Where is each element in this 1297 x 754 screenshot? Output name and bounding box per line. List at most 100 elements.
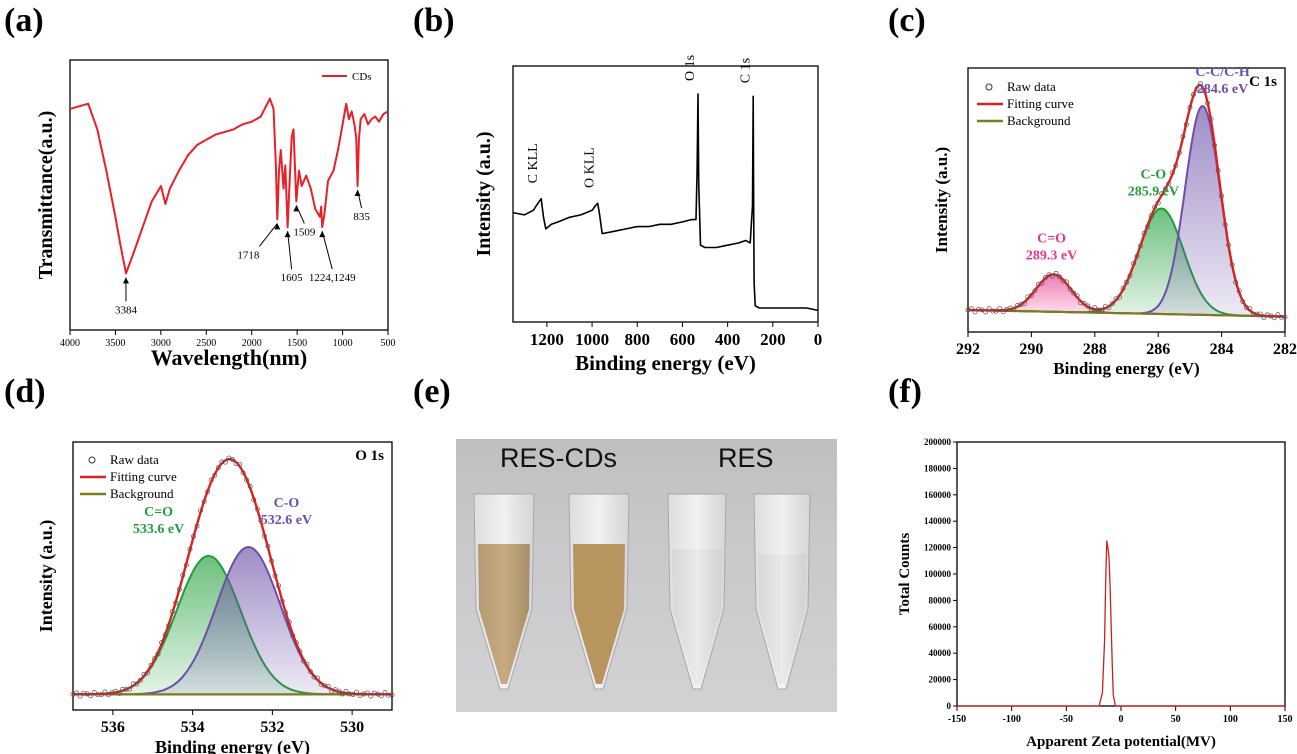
x-tick-label: 1200	[530, 330, 564, 349]
raw-data-point	[137, 677, 143, 683]
x-tick-label: 2500	[196, 338, 216, 349]
raw-data-point	[1198, 81, 1203, 86]
y-tick-label: 160000	[924, 490, 952, 500]
raw-data-point	[1141, 230, 1147, 236]
raw-data-point	[1021, 300, 1027, 306]
raw-data-point	[205, 489, 211, 495]
raw-data-point	[1109, 301, 1115, 306]
x-tick-label: 600	[670, 330, 696, 349]
raw-data-point	[1271, 315, 1277, 321]
raw-data-point	[276, 583, 282, 589]
y-axis-label: Intensity (a.u.)	[932, 147, 951, 253]
raw-data-point	[1088, 307, 1094, 313]
raw-data-point	[1226, 242, 1232, 248]
x-tick-label: 200	[760, 330, 786, 349]
raw-data-point	[1176, 150, 1182, 156]
raw-data-point	[990, 308, 996, 314]
raw-data-point	[1219, 193, 1225, 199]
raw-data-point	[1095, 307, 1101, 313]
raw-data-point	[1071, 290, 1077, 296]
x-tick-label: 288	[1083, 341, 1107, 358]
annotation-arrowhead	[293, 205, 300, 212]
x-tick-label: 292	[956, 341, 980, 358]
x-axis-label: Apparent Zeta potential(MV)	[1026, 734, 1216, 750]
raw-data-point	[1275, 312, 1281, 318]
raw-data-point	[88, 693, 94, 699]
raw-data-point	[1053, 270, 1059, 276]
raw-data-point	[173, 600, 179, 606]
fitting-curve	[968, 83, 1285, 318]
raw-data-point	[386, 692, 391, 698]
x-tick-label: 400	[715, 330, 741, 349]
peak-annotation: C KLL	[526, 143, 541, 183]
raw-data-point	[1081, 300, 1087, 306]
raw-data-point	[176, 587, 182, 592]
raw-data-point	[1264, 312, 1270, 318]
raw-data-point	[361, 691, 367, 697]
y-tick-label: 80000	[929, 595, 952, 605]
raw-data-point	[201, 499, 207, 504]
xps-survey-chart: 1200 1000 800 600 400 200 0 Binding energy (eV)…	[473, 55, 822, 375]
raw-data-point	[1169, 170, 1175, 176]
raw-data-point	[159, 639, 165, 645]
raw-data-point	[1180, 134, 1186, 140]
raw-data-point	[1028, 293, 1034, 299]
raw-data-point	[1145, 224, 1151, 230]
legend-label-bg: Background	[110, 486, 174, 501]
x-axis-label: Binding energy (eV)	[1053, 359, 1199, 378]
raw-data-point	[997, 306, 1003, 312]
raw-data-point	[1092, 305, 1098, 311]
raw-data-point	[1152, 204, 1158, 210]
raw-data-point	[1187, 104, 1193, 110]
x-tick-label: 0	[1119, 714, 1124, 725]
raw-data-point	[77, 693, 83, 699]
zeta-potential-chart: -150 -100 -50 0 50 100 150 0 20000 40000 60000 8000…	[897, 437, 1293, 750]
raw-data-point	[1236, 288, 1242, 294]
raw-data-point	[1282, 314, 1288, 320]
raw-data-point	[105, 692, 111, 698]
raw-data-point	[1190, 92, 1196, 98]
raw-data-point	[258, 518, 264, 523]
raw-data-point	[1229, 262, 1235, 268]
raw-data-point	[222, 459, 228, 465]
peak-energy-label: 284.6 eV	[1197, 82, 1248, 97]
legend-label-raw: Raw data	[110, 452, 159, 467]
peak-name-label: C-C/C-H	[1195, 65, 1250, 80]
x-tick-label: 3000	[151, 338, 171, 349]
x-tick-label: 290	[1019, 341, 1043, 358]
raw-data-point	[162, 632, 168, 638]
raw-data-point	[283, 610, 289, 616]
x-tick-label: -150	[948, 714, 966, 725]
series-line-cds	[69, 97, 389, 275]
raw-data-point	[95, 692, 101, 698]
photo-label-res-cds: RES-CDs	[500, 443, 618, 473]
panel-label-b: (b)	[413, 2, 455, 39]
raw-data-point	[1155, 200, 1161, 206]
peak-name-label: C=O	[144, 505, 173, 520]
raw-data-point	[972, 309, 978, 315]
tube-1	[473, 493, 535, 690]
peak-name-label: C-O	[274, 496, 300, 511]
raw-data-point	[244, 477, 250, 483]
raw-data-point	[1208, 116, 1214, 122]
x-tick-label: 284	[1210, 341, 1234, 358]
raw-data-point	[1120, 286, 1126, 291]
tube-2	[568, 493, 630, 690]
annotation-arrowhead	[274, 223, 281, 230]
y-tick-label: 200000	[924, 437, 952, 447]
annotation-arrow	[287, 231, 293, 270]
raw-data-point	[194, 523, 200, 529]
raw-data-point	[993, 308, 999, 314]
peak-energy-label: 289.3 eV	[1026, 248, 1077, 263]
annotation-label: 1224,1249	[309, 272, 356, 284]
raw-data-point	[293, 640, 299, 646]
raw-data-point	[347, 691, 352, 697]
raw-data-point	[233, 461, 239, 467]
x-tick-label: 532	[260, 719, 284, 736]
raw-data-point	[120, 686, 126, 692]
x-tick-label: -100	[1002, 714, 1020, 725]
raw-data-point	[300, 658, 306, 664]
raw-data-point	[1261, 315, 1267, 320]
raw-data-point	[1014, 303, 1020, 308]
annotation-arrowhead	[354, 190, 361, 196]
